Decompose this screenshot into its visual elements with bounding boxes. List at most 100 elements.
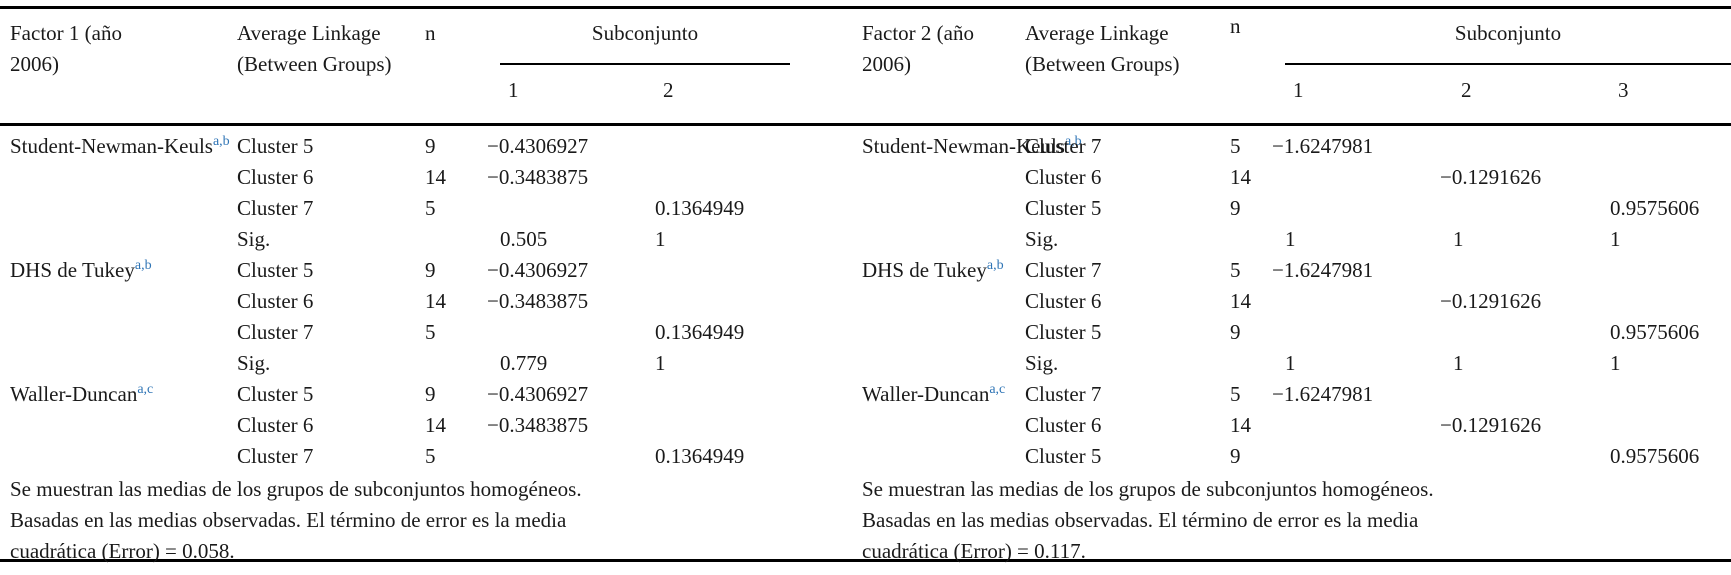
n-value-cell: 9: [425, 134, 436, 158]
subset-value-cell: [500, 441, 655, 472]
footnote-marker: a,c: [989, 382, 1006, 397]
subset-header-block: Subconjunto 1 2: [500, 9, 790, 123]
table-row: Sig. 0.779 1: [10, 348, 790, 379]
cluster-label-cell: Cluster 7: [237, 320, 314, 344]
cluster-label-cell: Sig.: [237, 351, 271, 375]
subset-value-cell: [1610, 162, 1731, 193]
subset-value-cell: [1453, 131, 1610, 162]
footnote-marker: a,c: [137, 382, 154, 397]
table-top-rule: [0, 6, 1731, 9]
table-row: Sig. 1 1 1: [862, 224, 1731, 255]
subset-value-cell: [655, 286, 790, 317]
subset-value-cell: −1.6247981: [1272, 258, 1374, 282]
cluster-label-cell: Cluster 7: [1025, 258, 1102, 282]
subset-value-cell: 1: [1610, 351, 1621, 375]
method-label-cell: Student-Newman-Keulsa,b: [10, 131, 237, 255]
subset-col-1-header: 1: [1293, 78, 1304, 102]
cluster-label-cell: Cluster 7: [1025, 134, 1102, 158]
subset-value-cell: [1453, 317, 1610, 348]
n-value-cell: 5: [1230, 382, 1241, 406]
factor1-footnote: Se muestran las medias de los grupos de …: [10, 477, 582, 563]
table-row: Cluster 7 5 0.1364949: [10, 193, 790, 224]
subset-value-cell: −0.1291626: [1440, 165, 1542, 189]
subconjunto-underline-rule: [1285, 63, 1731, 65]
cluster-label-cell: Sig.: [1025, 351, 1059, 375]
subset-value-cell: [1285, 317, 1453, 348]
cluster-label-cell: Cluster 5: [1025, 444, 1102, 468]
n-value-cell: 14: [1230, 413, 1251, 437]
cluster-label-cell: Cluster 7: [237, 196, 314, 220]
table-row: Cluster 6 14 −0.1291626: [862, 286, 1731, 317]
table-row: Cluster 6 14 −0.1291626: [862, 410, 1731, 441]
method-label-cell: Student-Newman-Keulsa,b: [862, 131, 1082, 255]
table-row: DHS de Tukeya,b Cluster 7 5 −1.6247981: [862, 255, 1731, 286]
n-column-header: n: [1230, 9, 1285, 49]
footnote-marker: a,b: [1064, 134, 1082, 149]
subset-value-cell: [1285, 441, 1453, 472]
table-header-rule: [0, 123, 1731, 126]
cluster-label-cell: Cluster 5: [237, 382, 314, 406]
subset-value-cell: −0.4306927: [487, 258, 589, 282]
subset-value-cell: −1.6247981: [1272, 382, 1374, 406]
table-row: Sig. 1 1 1: [862, 348, 1731, 379]
factor2-table-header: Factor 2 (año 2006) Average Linkage (Bet…: [862, 9, 1731, 123]
n-value-cell: [1230, 224, 1285, 255]
subset-value-cell: [1453, 441, 1610, 472]
subset-value-cell: −0.3483875: [487, 413, 589, 437]
subset-value-cell: −0.4306927: [487, 382, 589, 406]
table-row: Cluster 7 5 0.1364949: [10, 441, 790, 472]
factor-header-label: Factor 1 (año 2006): [10, 21, 122, 76]
subset-value-cell: 1: [655, 351, 666, 375]
subset-value-cell: [1453, 255, 1610, 286]
n-value-cell: 14: [1230, 165, 1251, 189]
subset-value-cell: [500, 317, 655, 348]
subset-value-cell: [1285, 286, 1453, 317]
cluster-label-cell: Cluster 6: [237, 165, 314, 189]
table-row: Student-Newman-Keulsa,b Cluster 5 9 −0.4306…: [10, 131, 790, 162]
method-label-cell: Waller-Duncana,c: [862, 379, 1025, 472]
cluster-label-cell: Cluster 7: [1025, 382, 1102, 406]
n-value-cell: [425, 348, 500, 379]
factor1-data-table: Student-Newman-Keulsa,b Cluster 5 9 −0.4306…: [10, 131, 790, 472]
subset-value-cell: [1610, 379, 1731, 410]
subset-value-cell: 1: [1285, 227, 1296, 251]
subset-value-cell: [655, 410, 790, 441]
cluster-label-cell: Cluster 7: [237, 444, 314, 468]
subset-value-cell: [1453, 379, 1610, 410]
subset-value-cell: 1: [1453, 227, 1464, 251]
subset-value-cell: −0.1291626: [1440, 289, 1542, 313]
subset-value-cell: 1: [1610, 227, 1621, 251]
subset-value-cell: [1453, 193, 1610, 224]
table-row: Cluster 7 5 0.1364949: [10, 317, 790, 348]
n-value-cell: 5: [425, 444, 436, 468]
cluster-label-cell: Cluster 6: [1025, 413, 1102, 437]
subset-value-cell: [655, 255, 790, 286]
linkage-column-header: Average Linkage (Between Groups): [237, 9, 425, 80]
method-label: Waller-Duncana,c: [862, 382, 1006, 406]
factor2-data-table: Student-Newman-Keulsa,b Cluster 7 5 −1.6247…: [862, 131, 1731, 472]
subset-value-cell: [500, 193, 655, 224]
subset-value-cell: [1285, 193, 1453, 224]
n-value-cell: 14: [1230, 289, 1251, 313]
factor-header-label: Factor 2 (año 2006): [862, 21, 974, 76]
linkage-header-label: Average Linkage (Between Groups): [1025, 21, 1180, 76]
table-row: Cluster 5 9 0.9575606: [862, 317, 1731, 348]
subset-value-cell: 0.9575606: [1610, 320, 1700, 344]
subset-header-block: Subconjunto 1 2 3: [1285, 9, 1731, 123]
subconjunto-header: Subconjunto: [1454, 21, 1562, 45]
subset-value-cell: [1285, 410, 1453, 441]
table-row: Student-Newman-Keulsa,b Cluster 7 5 −1.6247…: [862, 131, 1731, 162]
linkage-header-label: Average Linkage (Between Groups): [237, 21, 392, 76]
cluster-label-cell: Cluster 6: [237, 289, 314, 313]
subset-value-cell: 0.9575606: [1610, 444, 1700, 468]
n-value-cell: [1230, 348, 1285, 379]
cluster-label-cell: Cluster 5: [237, 258, 314, 282]
method-label: DHS de Tukeya,b: [862, 258, 1004, 282]
n-value-cell: 14: [425, 413, 446, 437]
method-label: Student-Newman-Keulsa,b: [862, 134, 1082, 158]
subconjunto-underline-rule: [500, 63, 790, 65]
factor1-table-panel: Factor 1 (año 2006) Average Linkage (Bet…: [10, 9, 790, 567]
factor1-table-header: Factor 1 (año 2006) Average Linkage (Bet…: [10, 9, 790, 123]
cluster-label-cell: Cluster 6: [1025, 165, 1102, 189]
